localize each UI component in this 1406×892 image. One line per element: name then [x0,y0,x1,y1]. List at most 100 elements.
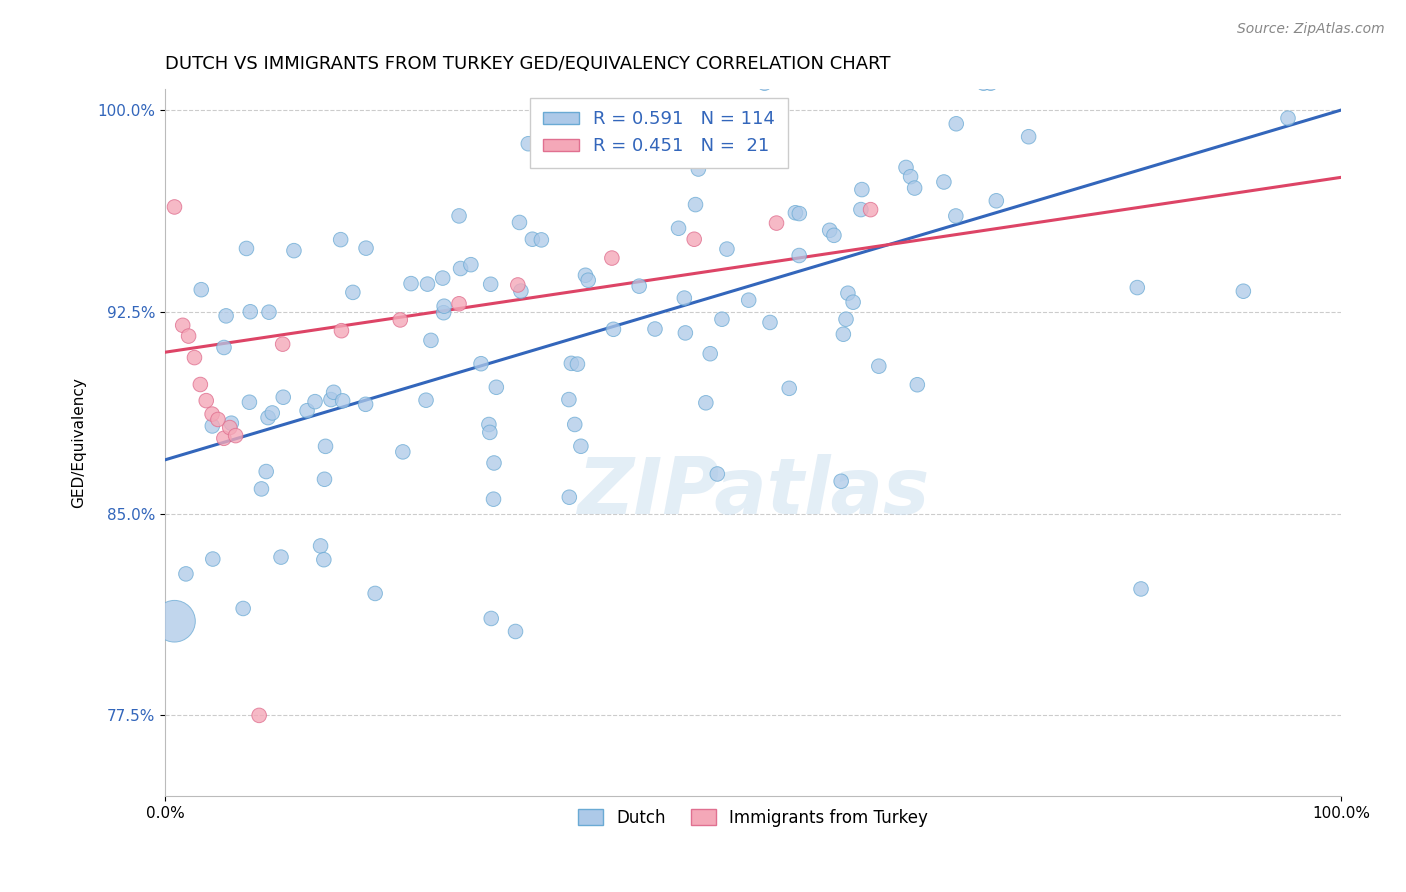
Point [759,315,782,329]
Point [628,279,651,293]
Point [174,566,197,581]
Point [235,242,257,256]
Point [558,392,581,407]
Point [319,392,342,407]
Point [602,322,624,336]
Point [212,341,235,355]
Point [547,100,569,114]
Point [420,334,443,348]
Point [945,117,967,131]
Point [332,393,354,408]
Point [257,410,280,425]
Point [215,309,238,323]
Point [322,385,344,400]
Point [859,202,882,217]
Point [364,586,387,600]
Point [1126,280,1149,294]
Point [835,312,858,326]
Point [218,420,240,434]
Point [706,467,728,481]
Point [823,228,845,243]
Point [254,465,277,479]
Point [450,261,472,276]
Text: ZIPatlas: ZIPatlas [576,454,929,530]
Point [271,390,294,404]
Point [482,456,505,470]
Point [433,299,456,313]
Point [295,403,318,417]
Point [188,377,211,392]
Point [905,377,928,392]
Point [201,407,224,421]
Point [685,197,707,211]
Point [868,359,890,374]
Point [478,425,501,440]
Point [785,206,807,220]
Point [190,283,212,297]
Point [447,297,470,311]
Point [183,351,205,365]
Point [239,305,262,319]
Point [225,428,247,442]
Point [574,268,596,283]
Point [416,277,439,292]
Legend: Dutch, Immigrants from Turkey: Dutch, Immigrants from Turkey [571,803,935,834]
Point [163,614,186,628]
Point [312,552,335,566]
Point [432,271,454,285]
Point [849,202,872,217]
Point [283,244,305,258]
Point [522,232,544,246]
Point [177,329,200,343]
Point [238,395,260,409]
Point [195,393,218,408]
Point [485,380,508,394]
Point [314,472,336,486]
Point [980,76,1002,90]
Point [837,286,859,301]
Point [1277,111,1299,125]
Point [221,416,243,430]
Point [699,347,721,361]
Point [257,305,280,319]
Point [271,337,294,351]
Point [447,209,470,223]
Point [460,258,482,272]
Point [479,611,502,625]
Point [415,393,437,408]
Point [738,293,761,308]
Point [1232,284,1254,298]
Point [567,357,589,371]
Point [399,277,422,291]
Point [354,397,377,411]
Point [478,417,501,432]
Point [508,215,530,229]
Point [695,396,717,410]
Point [172,318,194,333]
Point [851,183,873,197]
Point [509,284,531,298]
Point [389,313,412,327]
Point [163,200,186,214]
Point [830,475,852,489]
Point [973,76,995,90]
Point [354,241,377,255]
Point [932,175,955,189]
Point [505,624,527,639]
Point [470,357,492,371]
Point [330,324,353,338]
Point [716,242,738,256]
Text: DUTCH VS IMMIGRANTS FROM TURKEY GED/EQUIVALENCY CORRELATION CHART: DUTCH VS IMMIGRANTS FROM TURKEY GED/EQUI… [165,55,890,73]
Point [392,445,415,459]
Point [315,439,337,453]
Point [842,295,865,310]
Point [787,248,810,262]
Point [644,322,666,336]
Point [207,412,229,426]
Point [530,233,553,247]
Point [900,169,922,184]
Point [304,394,326,409]
Point [945,209,967,223]
Point [986,194,1008,208]
Point [433,306,456,320]
